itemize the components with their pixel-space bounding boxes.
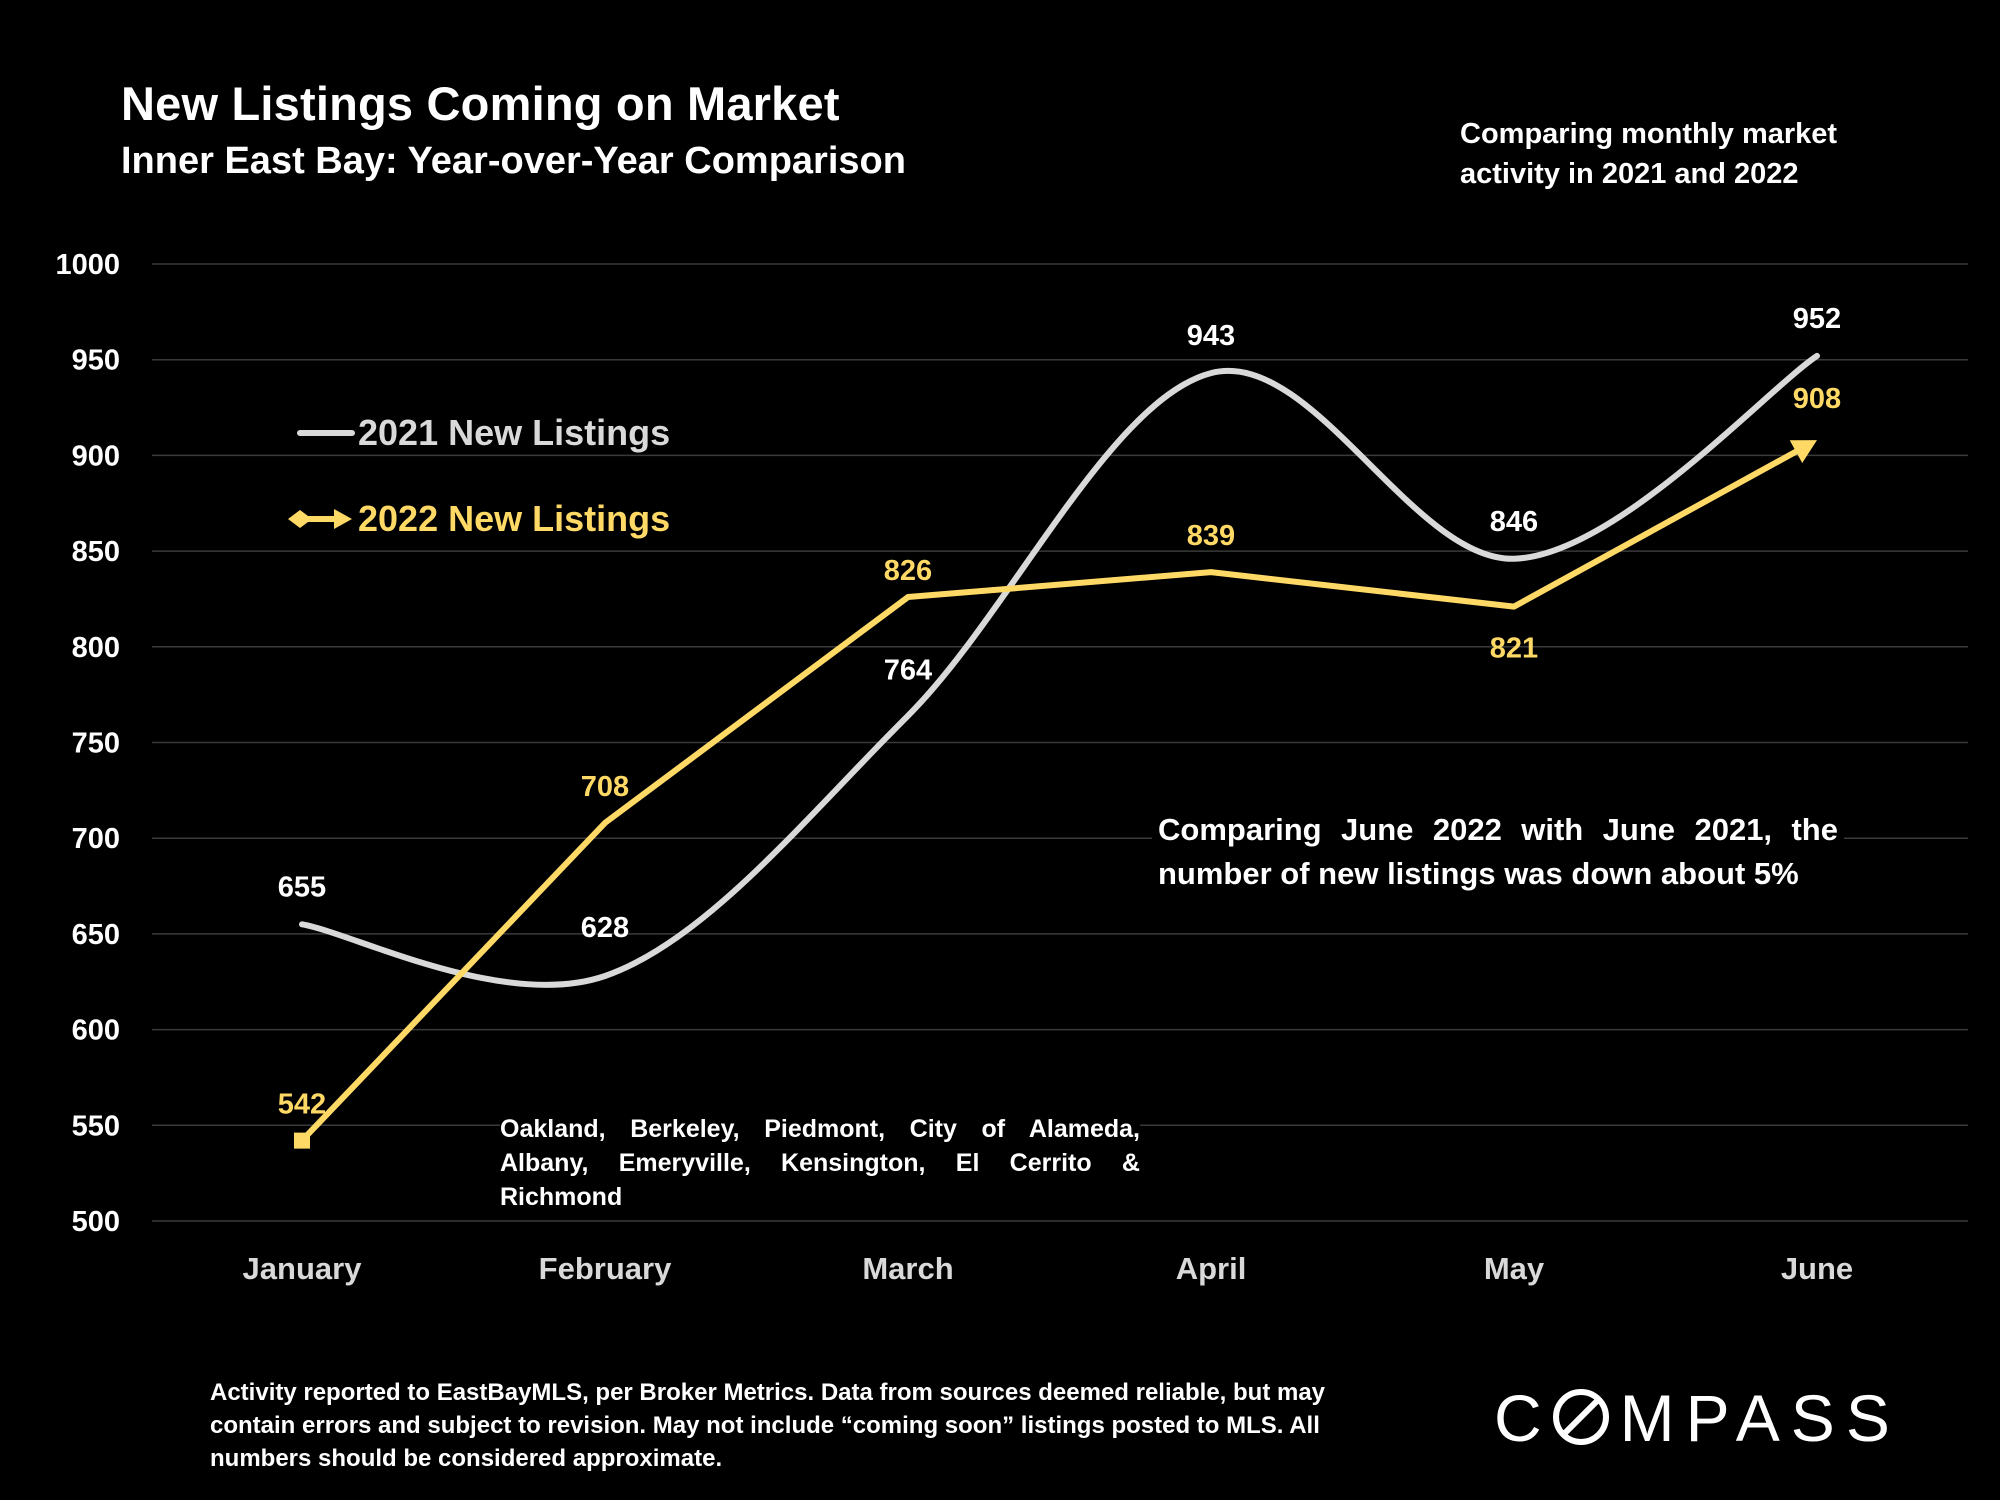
y-tick-label: 900 [72,440,120,472]
y-tick-label: 500 [72,1206,120,1238]
data-label-2022: 708 [581,771,629,803]
chart-subtitle: Inner East Bay: Year-over-Year Compariso… [121,140,906,182]
series-line-2021 [299,352,1820,988]
y-tick-label: 1000 [55,249,120,281]
y-tick-label: 850 [72,536,120,568]
series-line-2022 [299,446,1803,1143]
data-label-2022: 839 [1187,520,1235,552]
data-label-2021: 943 [1187,320,1235,352]
cities-annotation: Oakland, Berkeley, Piedmont, City of Ala… [500,1112,1140,1214]
data-label-2022: 908 [1793,383,1841,415]
legend-arrow-marker-2022 [334,509,352,529]
comparison-note: Comparing monthly market activity in 202… [1460,118,1838,190]
data-label-2022: 542 [278,1089,326,1121]
y-tick-label: 550 [72,1110,120,1142]
compass-logo: C MPASS [1494,1381,1901,1455]
x-tick-label: February [539,1251,672,1286]
series-start-marker-2022 [294,1132,310,1149]
y-tick-label: 600 [72,1015,120,1047]
data-label-2022: 826 [884,555,932,587]
x-tick-label: January [243,1251,363,1286]
x-tick-label: March [862,1251,953,1286]
data-label-2021: 952 [1793,303,1841,335]
y-tick-label: 800 [72,632,120,664]
y-tick-label: 700 [72,823,120,855]
data-label-2022: 821 [1490,633,1538,665]
chart-title: New Listings Coming on Market [121,77,840,130]
x-tick-label: April [1176,1251,1247,1286]
logo-o-glyph [1552,1389,1609,1445]
callout-annotation: Comparing June 2022 with June 2021, the … [1152,808,1844,896]
data-label-2021: 764 [884,655,932,687]
data-label-2021: 846 [1490,506,1538,538]
legend-label-2022: 2022 New Listings [358,498,670,539]
legend-label-2021: 2021 New Listings [358,412,670,453]
legend-diamond-marker-2022 [288,510,312,528]
y-tick-label: 650 [72,919,120,951]
series-arrow-head-2022 [1789,440,1817,464]
data-label-2021: 655 [278,871,326,903]
footer-disclaimer: Activity reported to EastBayMLS, per Bro… [210,1379,1326,1472]
x-tick-label: June [1781,1251,1853,1286]
y-tick-label: 750 [72,728,120,760]
y-tick-label: 950 [72,345,120,377]
x-tick-label: May [1484,1251,1545,1286]
data-label-2021: 628 [581,912,629,944]
